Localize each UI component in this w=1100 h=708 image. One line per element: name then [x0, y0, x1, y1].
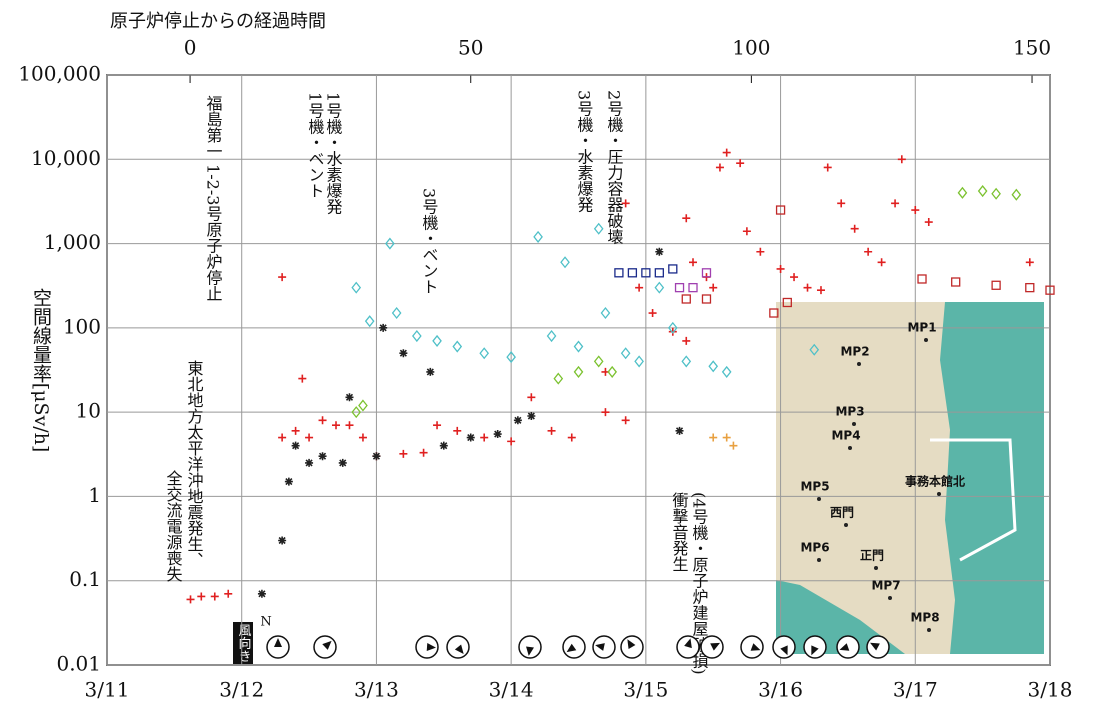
chart: 原子炉停止からの経過時間 空間線量率[μSv/h] 風向き N 0.01 0.1 1… [0, 0, 1100, 708]
x2-tick-label: 100 [732, 36, 770, 60]
wind-north: N [260, 615, 271, 630]
data-point [292, 442, 300, 450]
map-label: MP8 [910, 611, 939, 625]
data-point [305, 459, 313, 467]
data-point [319, 452, 327, 460]
map-dot [817, 558, 821, 562]
map-dot [874, 566, 878, 570]
y-tick-label: 100 [63, 314, 101, 338]
map-dot [888, 596, 892, 600]
y-tick-label: 10 [76, 399, 101, 423]
annotation: 東北地方太平洋沖地震発生、 [185, 360, 204, 568]
map-dot [937, 492, 941, 496]
x2-tick-label: 150 [1013, 36, 1051, 60]
y-title: 空間線量率[μSv/h] [30, 287, 52, 452]
data-point [345, 393, 353, 401]
data-point [514, 416, 522, 424]
map-dot [857, 362, 861, 366]
x-tick-label: 3/15 [623, 678, 668, 702]
y-tick-label: 100,000 [18, 62, 101, 86]
data-point [278, 536, 286, 544]
map-label: MP3 [835, 405, 864, 419]
x-tick-label: 3/13 [354, 678, 399, 702]
map-label: 西門 [830, 506, 854, 520]
x-tick-label: 3/16 [758, 678, 803, 702]
data-point [372, 452, 380, 460]
y-tick-label: 1 [88, 483, 101, 507]
x-tick-label: 3/11 [85, 678, 130, 702]
map-label: MP5 [800, 480, 829, 494]
annotation: 衝撃音発生 [670, 492, 689, 572]
data-point [440, 442, 448, 450]
data-point [676, 427, 684, 435]
map-dot [924, 338, 928, 342]
x-tick-label: 3/14 [489, 678, 534, 702]
map-label: MP1 [907, 321, 936, 335]
data-point [258, 590, 266, 598]
data-point [655, 248, 663, 256]
data-point [399, 349, 407, 357]
map-label: MP6 [800, 541, 829, 555]
data-point [426, 368, 434, 376]
x2-title: 原子炉停止からの経過時間 [110, 11, 326, 32]
map-dot [852, 422, 856, 426]
map-label: 正門 [860, 549, 884, 563]
wind-label: 風向き [236, 624, 252, 663]
map-label: MP7 [871, 579, 900, 593]
annotation: 3号機・ベント [420, 188, 439, 294]
x-tick-label: 3/17 [893, 678, 938, 702]
y-tick-label: 0.1 [69, 567, 101, 591]
data-point [339, 459, 347, 467]
data-point [285, 478, 293, 486]
map-dot [817, 497, 821, 501]
map-dot [848, 446, 852, 450]
y-tick-label: 1,000 [44, 230, 101, 254]
map-label: MP2 [840, 345, 869, 359]
annotation: 2号機・圧力容器破壊 [605, 90, 624, 244]
map-label: MP4 [831, 429, 860, 443]
y-tick-label: 10,000 [31, 146, 101, 170]
data-point [527, 412, 535, 420]
x-tick-label: 3/12 [219, 678, 264, 702]
map-dot [844, 523, 848, 527]
annotation: 福島第一 1-2-3号原子炉停止 [204, 95, 223, 301]
map-label: 事務本館北 [905, 474, 965, 489]
map-dot [927, 628, 931, 632]
annotation: 1号機・ベント [306, 92, 325, 198]
x2-tick-label: 0 [184, 36, 197, 60]
data-point [379, 324, 387, 332]
data-point [467, 434, 475, 442]
annotation: 1号機・水素爆発 [324, 92, 343, 215]
data-point [494, 430, 502, 438]
x2-tick-label: 50 [458, 36, 483, 60]
annotation: 3号機・水素爆発 [575, 90, 594, 213]
y-tick-label: 0.01 [56, 652, 101, 676]
x-tick-label: 3/18 [1028, 678, 1073, 702]
annotation: 全交流電源喪失 [164, 470, 183, 582]
